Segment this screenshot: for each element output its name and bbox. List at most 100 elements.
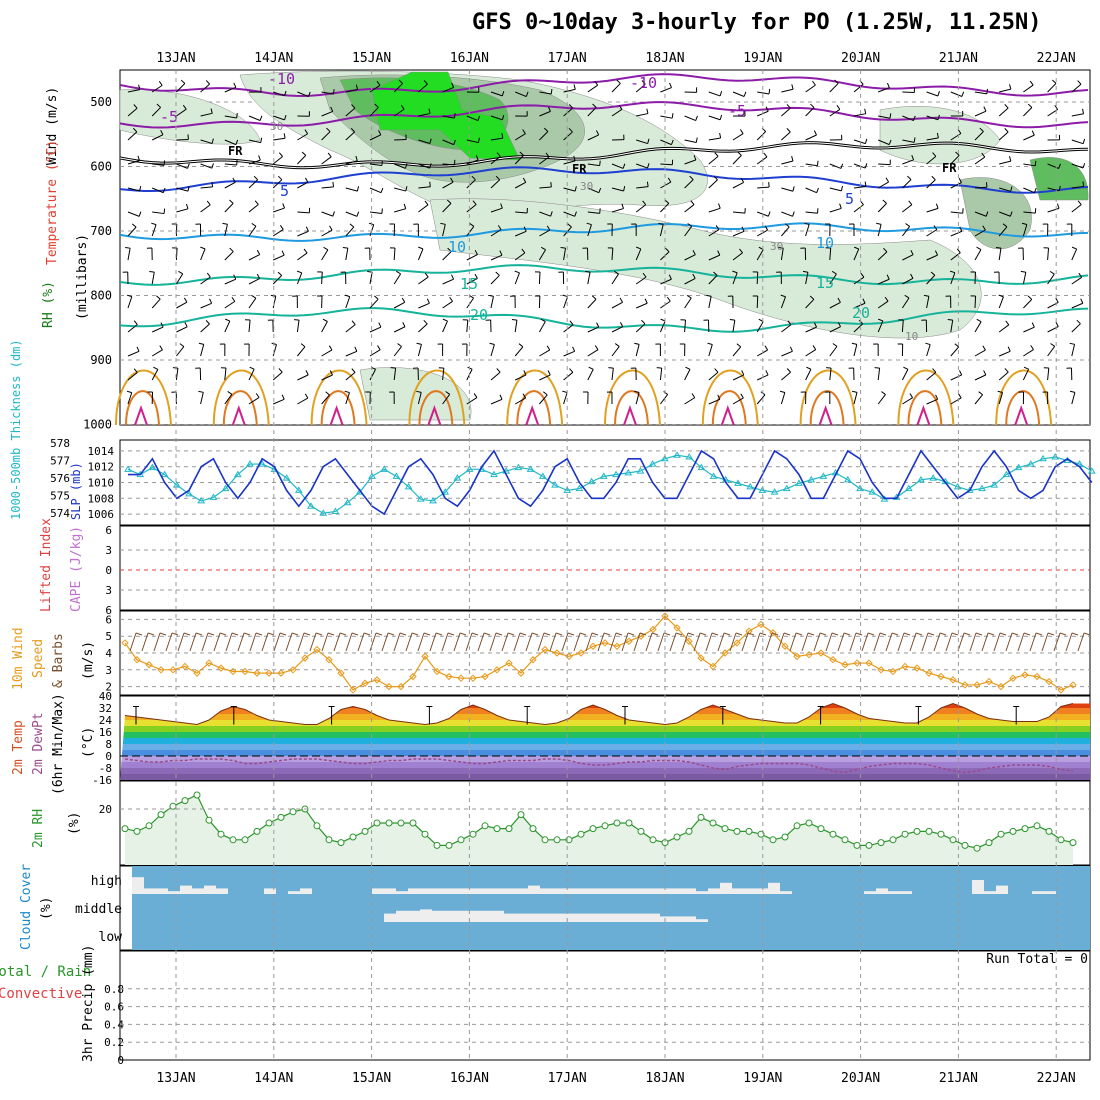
upper-wind-barb bbox=[756, 249, 764, 261]
frame-precip bbox=[119, 950, 1091, 1061]
wind-speed-point bbox=[853, 659, 861, 667]
cloud-gap bbox=[408, 888, 420, 894]
upper-wind-barb bbox=[1031, 322, 1035, 328]
upper-wind-barb bbox=[878, 87, 890, 93]
wind-tick: 6 bbox=[105, 613, 112, 626]
upper-wind-barb bbox=[297, 346, 306, 357]
upper-wind-barb bbox=[296, 320, 300, 333]
contour-label: -5 bbox=[160, 108, 178, 126]
upper-wind-barb bbox=[974, 186, 988, 189]
upper-wind-barb bbox=[497, 225, 502, 230]
upper-wind-barb bbox=[490, 115, 503, 121]
upper-wind-barb bbox=[539, 186, 552, 189]
surface-temperature-contour bbox=[231, 404, 246, 426]
wind-barb bbox=[669, 632, 677, 652]
cloud-gap bbox=[504, 913, 516, 922]
wind-speed-point bbox=[793, 652, 801, 661]
upper-wind-barb bbox=[272, 179, 283, 189]
upper-wind-barb bbox=[982, 225, 986, 231]
wind-speed-point bbox=[385, 682, 393, 691]
upper-wind-barb bbox=[543, 391, 548, 396]
rh2m-point bbox=[649, 836, 657, 844]
surface-temperature-contour bbox=[623, 404, 637, 426]
upper-wind-barb bbox=[273, 115, 285, 121]
upper-wind-barb bbox=[1082, 108, 1085, 114]
upper-wind-barb bbox=[695, 137, 698, 143]
rh2m-point bbox=[409, 819, 417, 827]
upper-wind-barb bbox=[732, 133, 744, 141]
upper-wind-barb bbox=[660, 115, 673, 119]
upper-wind-barb bbox=[756, 394, 766, 405]
upper-wind-barb bbox=[562, 390, 568, 394]
upper-wind-barb bbox=[418, 186, 431, 189]
upper-wind-barb bbox=[233, 82, 237, 88]
upper-wind-barb bbox=[429, 138, 432, 144]
upper-wind-barb bbox=[321, 111, 333, 117]
upper-wind-barb bbox=[1071, 204, 1082, 213]
label-rh-unit: (%) bbox=[67, 812, 82, 835]
upper-wind-barb bbox=[176, 208, 189, 213]
upper-wind-barb bbox=[442, 181, 454, 189]
date-axis-top: 13JAN 14JAN 15JAN 16JAN 17JAN 18JAN 19JAN 20JAN… bbox=[156, 51, 1075, 66]
upper-wind-barb bbox=[1023, 366, 1029, 370]
upper-wind-barb bbox=[636, 246, 642, 250]
upper-wind-barb bbox=[587, 107, 597, 117]
upper-wind-barb bbox=[272, 275, 283, 285]
wind-barb bbox=[795, 632, 803, 636]
wind-barb bbox=[633, 632, 641, 652]
upper-wind-barb bbox=[950, 211, 963, 214]
upper-wind-barb bbox=[743, 91, 747, 97]
upper-wind-barb bbox=[547, 370, 551, 376]
upper-wind-barb bbox=[296, 270, 302, 274]
wind-speed-point bbox=[685, 637, 693, 645]
wind-speed-point bbox=[529, 656, 537, 664]
upper-wind-barb bbox=[732, 346, 742, 357]
wind-barb bbox=[597, 632, 605, 652]
upper-wind-barb bbox=[1071, 83, 1082, 93]
upper-wind-barb bbox=[450, 177, 454, 183]
cloud-gap bbox=[1032, 891, 1044, 894]
upper-wind-barb bbox=[488, 294, 494, 297]
wind-barb bbox=[603, 632, 611, 636]
rh2m-point bbox=[169, 802, 177, 810]
upper-wind-barb bbox=[568, 104, 574, 109]
upper-wind-barb bbox=[594, 80, 599, 86]
upper-wind-barb bbox=[378, 130, 382, 136]
wind-barb bbox=[987, 632, 995, 636]
cloud-gap bbox=[552, 888, 564, 894]
upper-wind-barb bbox=[647, 163, 650, 169]
upper-wind-barb bbox=[983, 106, 987, 112]
upper-wind-barb bbox=[947, 319, 953, 321]
wind-barb bbox=[453, 632, 461, 652]
upper-wind-barb bbox=[394, 163, 406, 169]
cloud-gap bbox=[696, 919, 708, 922]
wind-speed-point bbox=[157, 666, 165, 674]
rh2m-point bbox=[541, 836, 549, 844]
upper-wind-barb bbox=[550, 89, 553, 95]
upper-wind-barb bbox=[160, 130, 164, 135]
upper-wind-barb bbox=[273, 398, 285, 405]
upper-wind-barb bbox=[451, 82, 455, 88]
upper-wind-barb bbox=[345, 187, 358, 192]
upper-wind-barb bbox=[272, 156, 283, 165]
upper-wind-barb bbox=[888, 139, 892, 145]
upper-wind-barb bbox=[297, 374, 309, 381]
wind-barb bbox=[183, 632, 191, 636]
wind-speed-point bbox=[541, 645, 549, 654]
upper-wind-barb bbox=[684, 226, 693, 237]
cloud-gap bbox=[612, 913, 624, 922]
temp-band bbox=[120, 738, 1090, 744]
upper-wind-barb bbox=[200, 83, 210, 93]
upper-wind-barb bbox=[272, 254, 285, 261]
upper-wind-barb bbox=[550, 211, 553, 217]
surface-temperature-contour bbox=[408, 369, 466, 426]
upper-wind-barb bbox=[297, 155, 307, 165]
thickness-point bbox=[294, 486, 303, 493]
upper-wind-barb bbox=[1009, 84, 1012, 90]
precip-tick: 0.8 bbox=[104, 983, 124, 996]
upper-wind-barb bbox=[490, 296, 494, 309]
rh-shading bbox=[119, 89, 261, 145]
surface-temperature-contour bbox=[506, 369, 564, 426]
wind-barb bbox=[165, 632, 173, 652]
wind-barb bbox=[339, 632, 347, 636]
